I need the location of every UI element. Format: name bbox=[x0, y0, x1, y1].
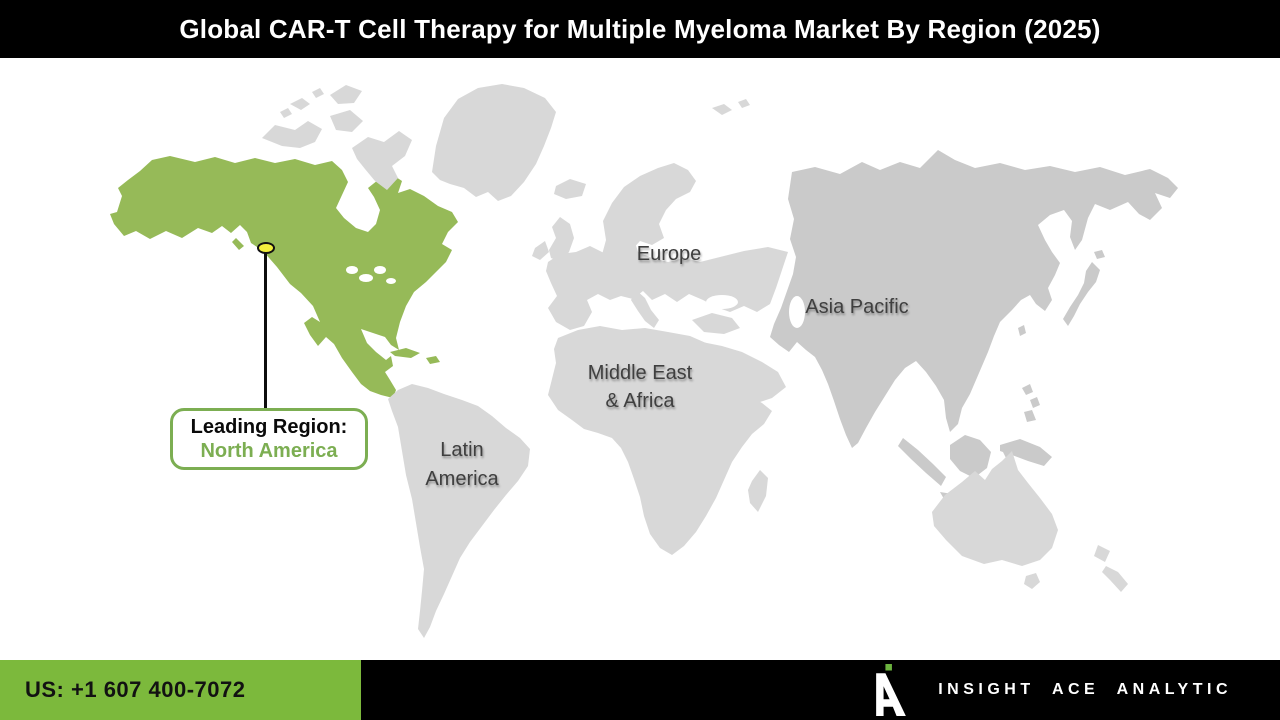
new-guinea bbox=[1000, 439, 1052, 466]
arctic-island bbox=[290, 98, 310, 110]
great-britain bbox=[549, 217, 574, 262]
label-latin-america: Latin America bbox=[425, 436, 498, 494]
hokkaido bbox=[1094, 250, 1105, 259]
japan bbox=[1063, 262, 1100, 326]
arabian-peninsula bbox=[702, 342, 786, 404]
africa bbox=[548, 326, 772, 555]
label-middle-east-africa: Middle East & Africa bbox=[588, 359, 693, 415]
italy bbox=[631, 290, 659, 328]
svalbard bbox=[712, 104, 732, 115]
page-title: Global CAR-T Cell Therapy for Multiple M… bbox=[179, 13, 1101, 44]
arctic-island bbox=[280, 108, 292, 118]
borneo bbox=[950, 435, 991, 478]
iceland bbox=[554, 179, 586, 199]
madagascar bbox=[748, 470, 768, 512]
scandinavia bbox=[600, 163, 696, 264]
region-latin-america bbox=[388, 384, 530, 638]
brand-logo-icon bbox=[876, 664, 907, 716]
phone-number: US: +1 607 400-7072 bbox=[25, 677, 246, 702]
arctic-island bbox=[262, 121, 322, 148]
australia bbox=[932, 451, 1058, 566]
callout-label: Leading Region: bbox=[190, 416, 348, 438]
arctic-island bbox=[330, 110, 363, 132]
tasmania bbox=[1024, 573, 1040, 589]
arctic-island bbox=[312, 88, 324, 98]
header-bar: Global CAR-T Cell Therapy for Multiple M… bbox=[0, 0, 1280, 58]
new-zealand-south bbox=[1102, 566, 1128, 592]
footer-brand-bar: INSIGHT ACE ANALYTIC bbox=[361, 660, 1280, 720]
great-lake bbox=[346, 266, 358, 274]
greenland bbox=[432, 84, 556, 201]
vancouver-island bbox=[232, 238, 244, 250]
new-zealand-north bbox=[1094, 545, 1110, 562]
svalbard bbox=[738, 99, 750, 108]
caspian-sea bbox=[789, 296, 805, 328]
label-middle-east-africa-line1: Middle East bbox=[587, 362, 693, 384]
label-europe: Europe bbox=[636, 243, 702, 265]
philippines bbox=[1030, 397, 1040, 408]
great-lake bbox=[359, 274, 373, 282]
taiwan bbox=[1018, 325, 1026, 336]
logo-dot bbox=[885, 664, 893, 671]
footer-phone-bar: US: +1 607 400-7072 bbox=[0, 660, 361, 720]
arctic-island bbox=[330, 85, 362, 104]
leading-region-callout: Leading Region: North America bbox=[170, 408, 368, 470]
label-asia-pacific: Asia Pacific bbox=[805, 296, 909, 318]
hispaniola bbox=[426, 356, 440, 364]
baffin-island bbox=[352, 131, 412, 190]
ireland bbox=[532, 241, 549, 260]
leader-line bbox=[264, 250, 267, 410]
region-north-america bbox=[110, 156, 458, 398]
region-arctic-greenland bbox=[262, 84, 750, 201]
world-map bbox=[110, 84, 1178, 638]
callout-value: North America bbox=[200, 440, 338, 462]
north-america-mainland bbox=[110, 156, 458, 398]
philippines bbox=[1022, 384, 1033, 395]
region-middle-east-africa bbox=[548, 313, 786, 555]
sumatra bbox=[898, 438, 946, 486]
brand-name: INSIGHT ACE ANALYTIC bbox=[938, 681, 1232, 698]
map-pin-icon bbox=[257, 242, 275, 254]
logo-letter-a bbox=[876, 673, 907, 716]
turkey bbox=[692, 313, 740, 334]
region-oceania bbox=[932, 451, 1128, 592]
cuba bbox=[390, 348, 420, 358]
sakhalin bbox=[1075, 196, 1089, 236]
great-lake bbox=[374, 266, 386, 274]
label-latin-america-line1: Latin bbox=[440, 439, 484, 461]
south-america bbox=[388, 384, 530, 638]
philippines bbox=[1024, 410, 1036, 422]
label-latin-america-line2: America bbox=[425, 468, 499, 490]
label-middle-east-africa-line2: & Africa bbox=[605, 390, 675, 412]
region-asia-pacific bbox=[770, 150, 1178, 503]
lakes bbox=[346, 266, 805, 328]
great-lake bbox=[386, 278, 396, 284]
black-sea bbox=[706, 295, 738, 309]
